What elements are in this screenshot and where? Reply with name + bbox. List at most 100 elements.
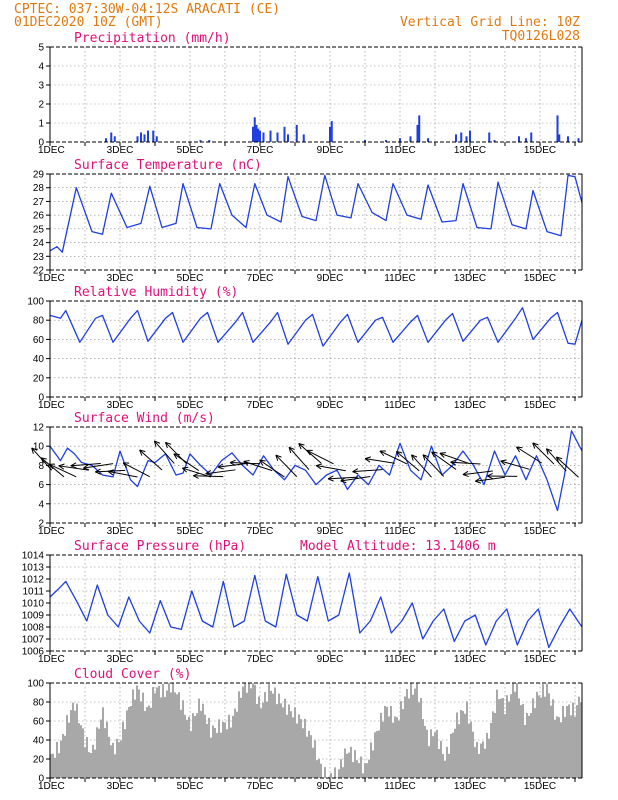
x-tick-label: 11DEC <box>384 781 416 792</box>
panel-3: 2 4 6 8 10 12 1DEC 3DEC 5DEC 7DEC 9DEC 11DEC 13DEC 15… <box>31 411 583 537</box>
y-tick-label: 3 <box>38 81 44 92</box>
cloud-bar <box>432 736 434 778</box>
cloud-bar <box>372 750 374 778</box>
precip-bar <box>255 124 258 142</box>
x-tick-label: 5DEC <box>177 145 204 156</box>
cloud-bar <box>176 694 178 778</box>
cloud-bar <box>266 701 268 778</box>
cloud-bar <box>194 716 196 778</box>
cloud-bar <box>482 741 484 778</box>
cloud-bar <box>254 684 256 778</box>
cloud-bar <box>80 725 82 778</box>
x-tick-label: 3DEC <box>107 781 134 792</box>
wind-arrow-head <box>58 463 65 467</box>
y-tick-label: 100 <box>27 679 44 690</box>
wind-arrow-head <box>316 463 323 467</box>
cloud-bar <box>262 702 264 778</box>
precip-bar <box>558 134 561 142</box>
wind-arrow-head <box>396 451 403 454</box>
wind-arrow-head <box>500 460 506 466</box>
cloud-bar <box>488 738 490 778</box>
cloud-bar <box>136 685 138 778</box>
cloud-bar <box>550 705 552 778</box>
y-tick-label: 1013 <box>22 563 45 574</box>
cloud-bar <box>210 737 212 778</box>
cloud-bar <box>102 707 104 778</box>
cloud-bar <box>532 698 534 778</box>
cloud-bar <box>52 753 54 778</box>
precip-bar <box>136 136 139 142</box>
cloud-bar <box>580 702 582 778</box>
cloud-bar <box>124 729 126 778</box>
cloud-bar <box>108 736 110 778</box>
cloud-bar <box>392 722 394 778</box>
cloud-bar <box>178 692 180 778</box>
cloud-bar <box>204 714 206 778</box>
cloud-bar <box>552 699 554 778</box>
cloud-bar <box>156 687 158 778</box>
wind-arrow-head <box>546 448 553 452</box>
cloud-bar <box>374 732 376 778</box>
wind-arrow <box>205 469 236 475</box>
wind-arrow-head <box>475 477 481 482</box>
cloud-bar <box>138 689 140 778</box>
precip-bar <box>208 140 211 142</box>
wind-arrow-head <box>229 462 236 466</box>
wind-arrow <box>422 454 445 477</box>
wind-arrow-head <box>395 451 400 458</box>
cloud-bar <box>536 691 538 778</box>
cloud-bar <box>396 717 398 778</box>
wind-arrow <box>306 449 334 465</box>
x-tick-label: 11DEC <box>384 526 416 537</box>
wind-arrow-head <box>327 475 334 480</box>
x-tick-label: 1DEC <box>38 781 65 792</box>
wind-arrow-head <box>439 452 446 454</box>
precip-bar <box>399 138 401 142</box>
wind-arrow-head <box>555 456 560 463</box>
cloud-bar <box>578 696 580 778</box>
y-tick-label: 1009 <box>22 611 45 622</box>
x-tick-label: 7DEC <box>247 526 274 537</box>
x-tick-label: 13DEC <box>454 526 486 537</box>
cloud-bar <box>416 683 418 778</box>
wind-arrow <box>396 451 420 472</box>
cloud-bar <box>530 712 532 778</box>
precip-bar <box>460 132 463 142</box>
panel-1: 22 23 24 25 26 27 28 29 1DEC 3DEC 5DEC 7DEC 9DEC 11DE… <box>33 158 583 284</box>
cloud-bar <box>454 728 456 778</box>
cloud-bar <box>300 719 302 778</box>
x-tick-label: 3DEC <box>107 273 134 284</box>
wind-arrow-head <box>243 461 249 466</box>
cloud-bar <box>490 723 492 778</box>
wind-arrow-head <box>462 474 469 478</box>
cloud-bar <box>430 729 432 778</box>
precip-bar <box>465 136 468 142</box>
wind-arrow <box>70 462 101 467</box>
wind-arrow <box>275 454 298 477</box>
cloud-bar <box>234 708 236 778</box>
cloud-bar <box>276 704 278 778</box>
cloud-bar <box>112 742 114 778</box>
cloud-bar <box>384 705 386 778</box>
cloud-bar <box>470 721 472 778</box>
cloud-bar <box>224 722 226 778</box>
cloud-bar <box>218 719 220 778</box>
precip-bar <box>518 136 520 142</box>
x-tick-label: 11DEC <box>384 654 416 665</box>
cloud-bar <box>314 740 316 778</box>
cloud-bar <box>132 689 134 778</box>
cloud-bar <box>154 693 156 778</box>
cloud-bar <box>562 705 564 778</box>
y-tick-label: 100 <box>27 297 44 308</box>
wind-arrow <box>352 469 383 473</box>
y-tick-label: 60 <box>33 335 45 346</box>
series-line <box>49 174 583 253</box>
wind-arrow-head <box>107 470 114 476</box>
wind-arrow-head <box>70 462 77 467</box>
cloud-bar <box>196 713 198 778</box>
cloud-bar <box>164 696 166 778</box>
wind-arrow-head <box>182 466 189 469</box>
cloud-bar <box>134 699 136 778</box>
cloud-bar <box>426 729 428 778</box>
